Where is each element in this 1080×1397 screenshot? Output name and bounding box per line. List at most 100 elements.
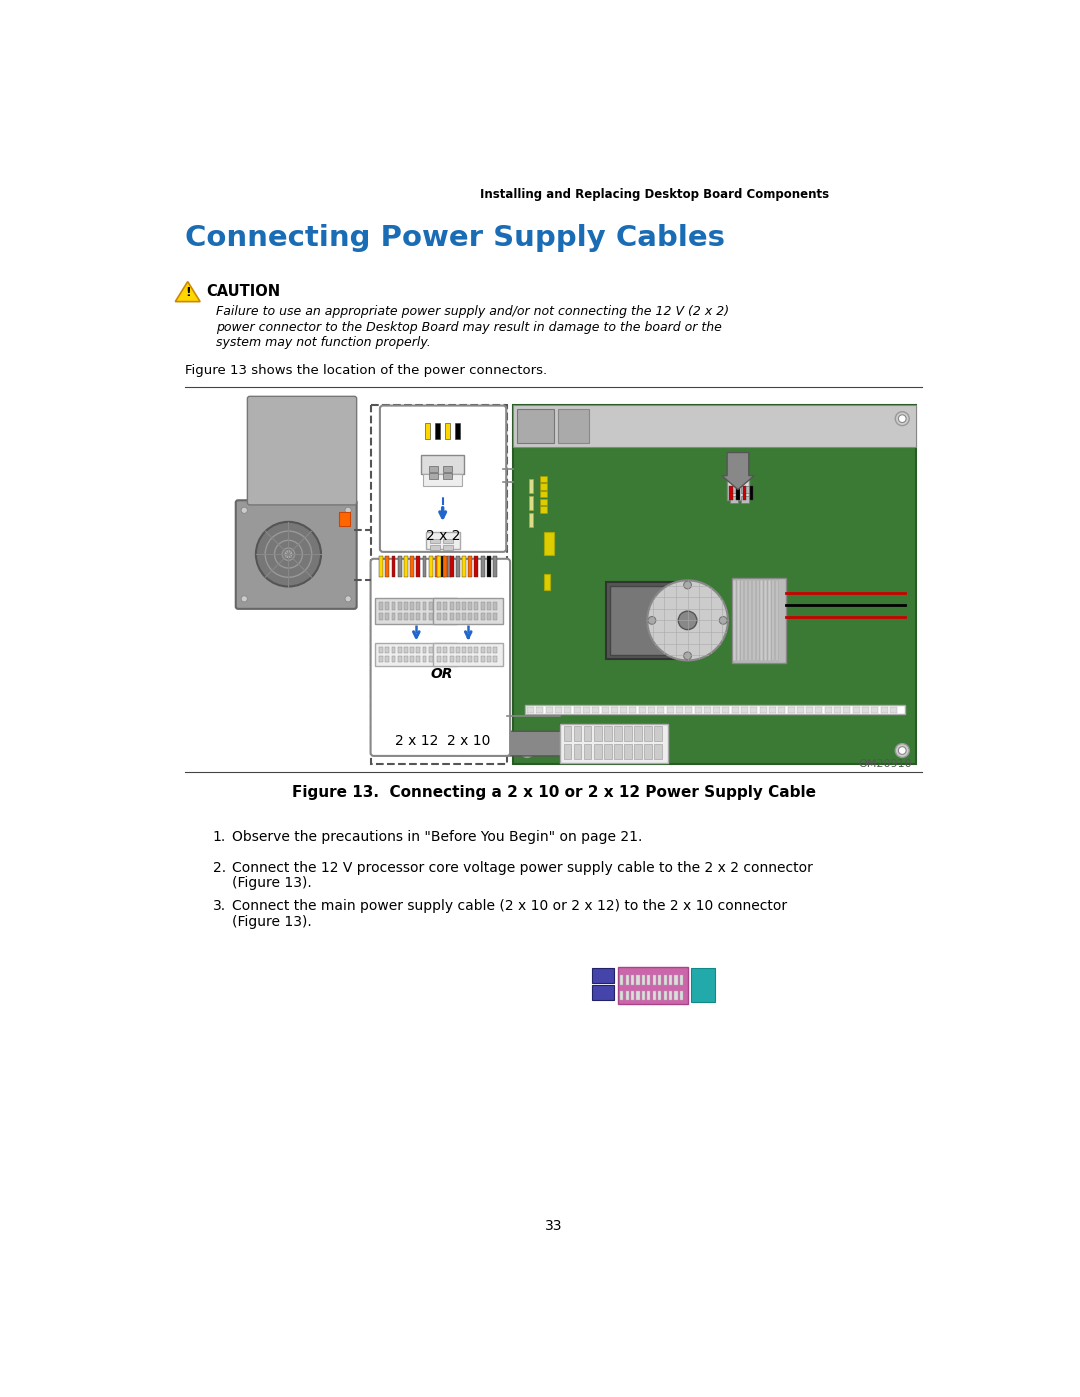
Bar bbox=[474, 655, 478, 662]
Circle shape bbox=[895, 743, 909, 757]
Bar bbox=[444, 655, 447, 662]
Bar bbox=[537, 707, 543, 712]
Bar bbox=[481, 655, 485, 662]
Circle shape bbox=[284, 549, 293, 559]
Bar bbox=[443, 465, 451, 472]
Circle shape bbox=[241, 595, 247, 602]
Circle shape bbox=[684, 581, 691, 588]
Bar bbox=[404, 647, 408, 652]
Text: Connect the 12 V processor core voltage power supply cable to the 2 x 2 connecto: Connect the 12 V processor core voltage … bbox=[232, 861, 813, 875]
Bar bbox=[713, 707, 720, 712]
Circle shape bbox=[648, 616, 656, 624]
Circle shape bbox=[895, 412, 909, 426]
Bar bbox=[447, 655, 451, 662]
Bar bbox=[647, 975, 650, 985]
Bar bbox=[422, 556, 427, 577]
Bar bbox=[723, 707, 729, 712]
Bar bbox=[379, 647, 383, 652]
Text: system may not function properly.: system may not function properly. bbox=[216, 335, 431, 349]
Bar bbox=[741, 486, 748, 493]
Bar bbox=[732, 707, 739, 712]
Bar bbox=[741, 707, 748, 712]
Bar bbox=[444, 539, 453, 543]
Bar bbox=[611, 707, 618, 712]
Bar bbox=[620, 975, 623, 985]
Bar bbox=[517, 409, 554, 443]
Bar bbox=[748, 580, 751, 661]
Bar bbox=[620, 990, 623, 1000]
FancyBboxPatch shape bbox=[375, 643, 458, 666]
Bar bbox=[658, 990, 661, 1000]
Text: OM20910: OM20910 bbox=[859, 760, 913, 770]
Bar bbox=[704, 707, 711, 712]
Bar bbox=[379, 556, 383, 577]
Bar bbox=[730, 486, 738, 493]
Bar bbox=[494, 613, 497, 620]
Bar bbox=[456, 556, 460, 577]
Bar bbox=[404, 655, 408, 662]
Bar bbox=[437, 556, 441, 577]
Bar bbox=[449, 556, 454, 577]
Bar bbox=[430, 539, 440, 543]
Bar bbox=[666, 707, 674, 712]
Bar bbox=[410, 655, 414, 662]
Bar bbox=[797, 707, 804, 712]
Text: Installing and Replacing Desktop Board Components: Installing and Replacing Desktop Board C… bbox=[480, 189, 828, 201]
Bar bbox=[540, 490, 546, 497]
Bar bbox=[435, 422, 440, 440]
Text: 2.: 2. bbox=[213, 861, 226, 875]
Bar bbox=[397, 655, 402, 662]
Bar bbox=[604, 743, 611, 759]
Bar bbox=[410, 647, 414, 652]
Bar bbox=[447, 556, 451, 577]
Bar bbox=[573, 726, 581, 742]
Bar bbox=[474, 613, 478, 620]
Bar bbox=[743, 486, 746, 500]
Bar bbox=[592, 968, 613, 983]
Bar bbox=[759, 707, 767, 712]
Bar bbox=[416, 613, 420, 620]
Polygon shape bbox=[175, 282, 200, 302]
Bar bbox=[449, 655, 454, 662]
Bar bbox=[594, 726, 602, 742]
Bar bbox=[455, 422, 460, 440]
Text: 2 x 2: 2 x 2 bbox=[426, 529, 460, 543]
Circle shape bbox=[241, 507, 247, 513]
Bar bbox=[449, 602, 454, 609]
Bar bbox=[435, 556, 438, 577]
Bar bbox=[386, 602, 389, 609]
Bar bbox=[583, 726, 592, 742]
Bar bbox=[379, 602, 383, 609]
Bar bbox=[685, 707, 692, 712]
Bar bbox=[397, 647, 402, 652]
Bar bbox=[775, 580, 779, 661]
Bar bbox=[404, 556, 408, 577]
Circle shape bbox=[521, 743, 535, 757]
Bar bbox=[648, 707, 656, 712]
Bar bbox=[658, 707, 664, 712]
Bar bbox=[604, 726, 611, 742]
Circle shape bbox=[345, 595, 351, 602]
Bar bbox=[634, 743, 642, 759]
Text: Connecting Power Supply Cables: Connecting Power Supply Cables bbox=[186, 225, 726, 253]
Bar bbox=[872, 707, 878, 712]
Text: !: ! bbox=[185, 286, 190, 299]
Bar bbox=[513, 405, 916, 764]
Bar bbox=[429, 647, 433, 652]
Bar bbox=[815, 707, 823, 712]
Bar bbox=[594, 743, 602, 759]
Bar bbox=[474, 602, 478, 609]
Bar bbox=[630, 707, 636, 712]
Bar bbox=[638, 707, 646, 712]
Text: Failure to use an appropriate power supply and/or not connecting the 12 V (2 x 2: Failure to use an appropriate power supp… bbox=[216, 305, 729, 319]
Bar bbox=[564, 726, 571, 742]
Bar bbox=[445, 422, 449, 440]
Bar bbox=[397, 556, 402, 577]
Bar bbox=[745, 580, 747, 661]
Bar bbox=[435, 647, 438, 652]
Bar bbox=[573, 743, 581, 759]
Bar bbox=[424, 422, 430, 440]
Bar bbox=[441, 602, 445, 609]
Circle shape bbox=[524, 746, 531, 754]
Bar bbox=[392, 602, 395, 609]
